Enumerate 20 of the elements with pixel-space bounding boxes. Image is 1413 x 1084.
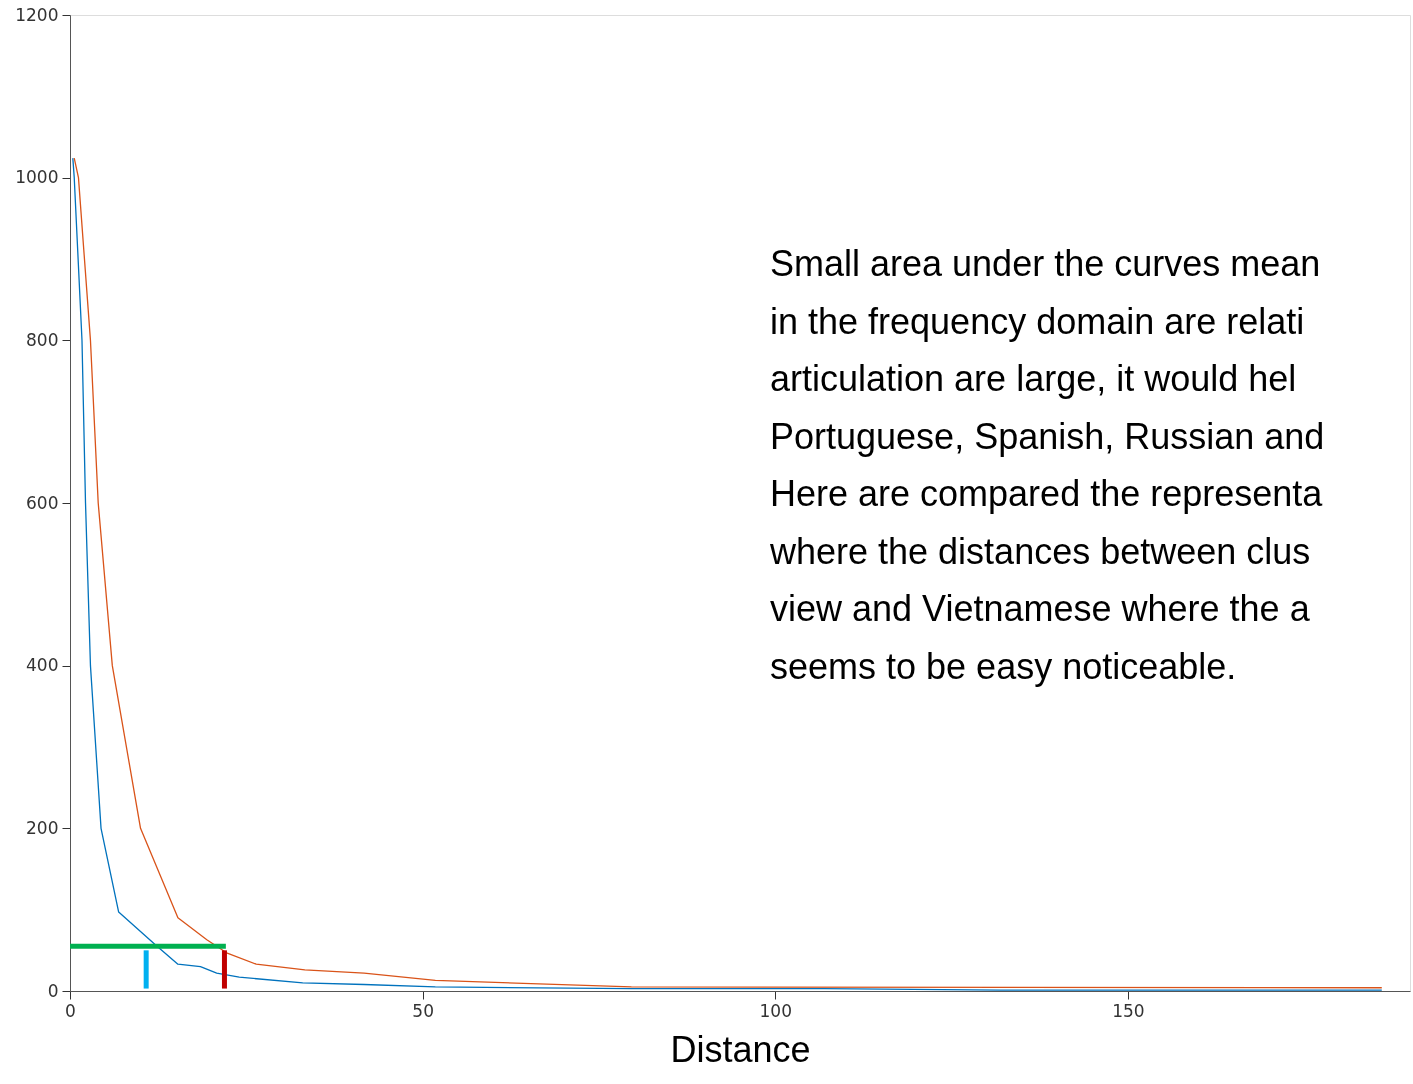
- y-tick-label: 400: [26, 655, 59, 676]
- annotation: articulation are large, it would hel: [770, 358, 1297, 399]
- x-tick-label: 100: [759, 1000, 792, 1021]
- annotation: view and Vietnamese where the a: [770, 588, 1311, 629]
- y-tick-label: 200: [26, 817, 59, 838]
- x-tick-label: 0: [65, 1000, 76, 1021]
- x-axis-title: Distance: [670, 1028, 811, 1070]
- y-tick-label: 800: [26, 329, 59, 350]
- y-tick-label: 1000: [15, 167, 59, 188]
- y-tick-label: 1200: [15, 4, 59, 25]
- x-tick-label: 150: [1112, 1000, 1145, 1021]
- annotation: Here are compared the representa: [770, 473, 1324, 514]
- annotation: where the distances between clus: [769, 530, 1311, 572]
- annotation: Portuguese, Spanish, Russian and: [770, 415, 1325, 457]
- y-tick-label: 600: [26, 492, 59, 513]
- annotation: seems to be easy noticeable.: [770, 645, 1237, 687]
- x-tick-label: 50: [412, 1000, 434, 1021]
- annotation: in the frequency domain are relati: [770, 300, 1305, 342]
- y-tick-label: 0: [47, 980, 59, 1001]
- annotation: Small area under the curves mean: [770, 243, 1321, 284]
